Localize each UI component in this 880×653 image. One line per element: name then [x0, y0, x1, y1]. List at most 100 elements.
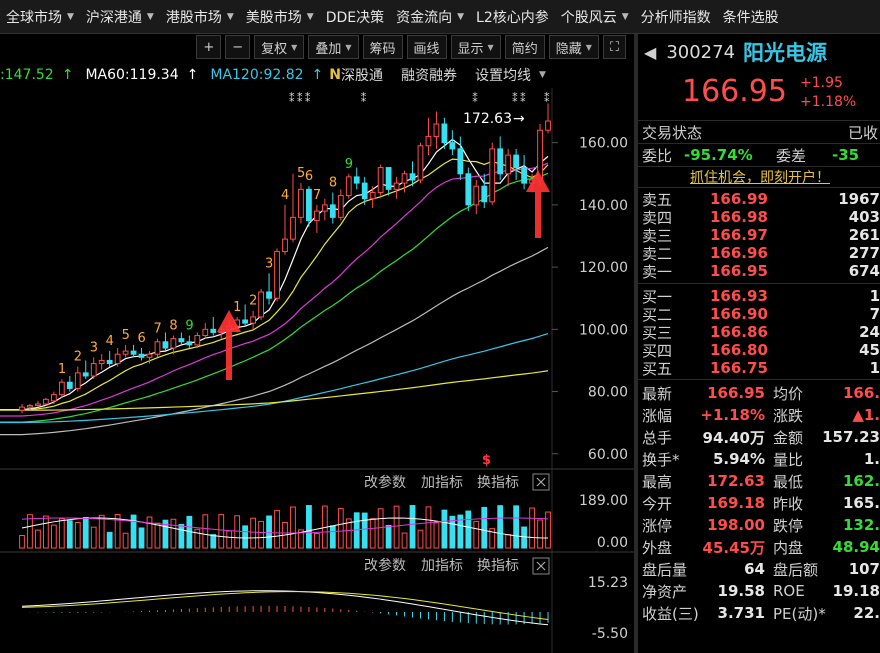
fullscreen-button[interactable]: ⛶: [602, 35, 626, 59]
volume-bar: [242, 525, 249, 549]
candle-body: [130, 350, 137, 355]
stats-row: 最高 172.63 最低 162.: [638, 470, 880, 492]
zoom-in-button[interactable]: +: [196, 35, 222, 59]
vol-gaicanshu-button[interactable]: 改参数: [364, 474, 406, 491]
menu-item[interactable]: 个股风云 ▼: [555, 0, 635, 33]
volume-bar: [170, 518, 177, 549]
volume-bar: [377, 508, 384, 549]
bid-row[interactable]: 买五 166.75 1: [638, 359, 880, 378]
yincang-label: 隐藏: [555, 41, 582, 57]
n-marker-icon: N: [329, 67, 341, 83]
panel-splitter[interactable]: [634, 34, 638, 653]
candle-body: [449, 142, 456, 150]
menu-item[interactable]: L2核心内参: [470, 0, 555, 33]
stat-v2: 48.94: [832, 538, 880, 556]
candle-body: [122, 350, 129, 355]
macd-gaicanshu-button[interactable]: 改参数: [364, 557, 406, 574]
volume-bar: [449, 515, 456, 549]
bid-row[interactable]: 买二 166.90 7: [638, 305, 880, 324]
menu-item[interactable]: 全球市场 ▼: [0, 0, 80, 33]
order-label: 买四: [642, 341, 673, 360]
candle-body: [329, 204, 336, 218]
menu-item[interactable]: 条件选股: [717, 0, 785, 33]
huaxian-button[interactable]: 画线: [406, 35, 447, 59]
stat-l2: 内盘: [773, 538, 804, 557]
event-marker-icon: ⁑: [512, 92, 518, 105]
td-count-label: 7: [313, 188, 321, 203]
open-account-link[interactable]: 抓住机会，即刻开户！: [638, 166, 880, 188]
volume-bar: [234, 515, 241, 549]
macd-jiazhibiao-button[interactable]: 加指标: [421, 558, 463, 574]
macd-close-icon[interactable]: [532, 557, 550, 575]
quote-panel: ◀ 300274 阳光电源 166.95 +1.95 +1.18% 交易状态 已…: [638, 34, 880, 653]
menu-item[interactable]: 港股市场 ▼: [160, 0, 240, 33]
candle-body: [417, 145, 424, 181]
chevron-down-icon: ▼: [226, 11, 234, 22]
event-marker-icon: ⁑: [520, 92, 526, 105]
menu-item[interactable]: DDE决策: [320, 0, 390, 33]
order-price: 166.98: [710, 208, 768, 226]
zoom-out-button[interactable]: −: [225, 35, 251, 59]
order-vol: 403: [848, 208, 880, 226]
td-count-label: 9: [345, 157, 353, 172]
bid-row[interactable]: 买三 166.86 24: [638, 323, 880, 342]
volume-bar: [521, 526, 527, 549]
collapse-arrow-icon[interactable]: ◀: [644, 42, 657, 62]
order-price: 166.99: [710, 190, 768, 208]
order-vol: 277: [848, 244, 880, 262]
volume-bar: [258, 520, 264, 549]
diejia-button[interactable]: 叠加 ▼: [308, 35, 359, 59]
volume-bar: [465, 510, 472, 549]
menu-item[interactable]: 分析师指数: [635, 0, 717, 33]
jianyue-button[interactable]: 简约: [504, 35, 545, 59]
stat-v1: 94.40万: [702, 428, 765, 447]
xianshi-button[interactable]: 显示 ▼: [450, 35, 501, 59]
menu-item[interactable]: 美股市场 ▼: [240, 0, 320, 33]
stat-l1: 收益(三): [642, 604, 699, 623]
bid-row[interactable]: 买四 166.80 45: [638, 341, 880, 360]
annotation-arrows: [217, 170, 550, 380]
fuquan-button[interactable]: 复权 ▼: [254, 35, 305, 59]
chevron-down-icon: ▼: [291, 42, 298, 52]
stock-code: 300274: [666, 41, 736, 63]
ma-line: [0, 370, 549, 411]
set-ma-button[interactable]: 设置均线: [475, 68, 531, 84]
ask-row[interactable]: 卖五 166.99 1967: [638, 190, 880, 209]
vol-huanzhibiao-button[interactable]: 换指标: [477, 474, 519, 491]
ask-row[interactable]: 卖三 166.97 261: [638, 226, 880, 245]
volume-bar: [98, 514, 105, 549]
menu-item[interactable]: 沪深港通 ▼: [80, 0, 160, 33]
macd-tick-top: 15.23: [588, 575, 628, 591]
volume-bar: [457, 514, 464, 549]
volume-bar: [106, 531, 113, 549]
candle-body: [409, 173, 416, 181]
chouma-button[interactable]: 筹码: [362, 35, 403, 59]
candle-body: [465, 173, 472, 206]
xianshi-label: 显示: [457, 41, 484, 57]
menu-item[interactable]: 资金流向 ▼: [390, 0, 470, 33]
status-value: 已收: [847, 123, 878, 142]
td-count-label: 6: [305, 169, 313, 184]
rongzi-toggle[interactable]: 融资融券: [401, 68, 457, 84]
ask-row[interactable]: 卖一 166.95 674: [638, 262, 880, 281]
volume-bar: [313, 532, 320, 549]
bid-row[interactable]: 买一 166.93 1: [638, 287, 880, 306]
menu-item-label: 资金流向: [396, 9, 453, 26]
volume-ma-line: [21, 517, 549, 534]
stat-v1: 166.95: [707, 384, 765, 402]
ask-row[interactable]: 卖二 166.96 277: [638, 244, 880, 263]
vol-close-icon[interactable]: [532, 473, 550, 491]
volume-bar: [489, 528, 496, 549]
yincang-button[interactable]: 隐藏 ▼: [548, 35, 599, 59]
ask-row[interactable]: 卖四 166.98 403: [638, 208, 880, 227]
order-label: 卖五: [642, 190, 673, 209]
price-change: +1.95: [800, 75, 843, 91]
volume-bar: [505, 534, 512, 549]
volume-bar: [130, 514, 137, 549]
macd-huanzhibiao-button[interactable]: 换指标: [477, 557, 519, 574]
shengutong-toggle[interactable]: 深股通: [341, 68, 383, 84]
candle-body: [345, 176, 352, 197]
vol-jiazhibiao-button[interactable]: 加指标: [421, 475, 463, 491]
